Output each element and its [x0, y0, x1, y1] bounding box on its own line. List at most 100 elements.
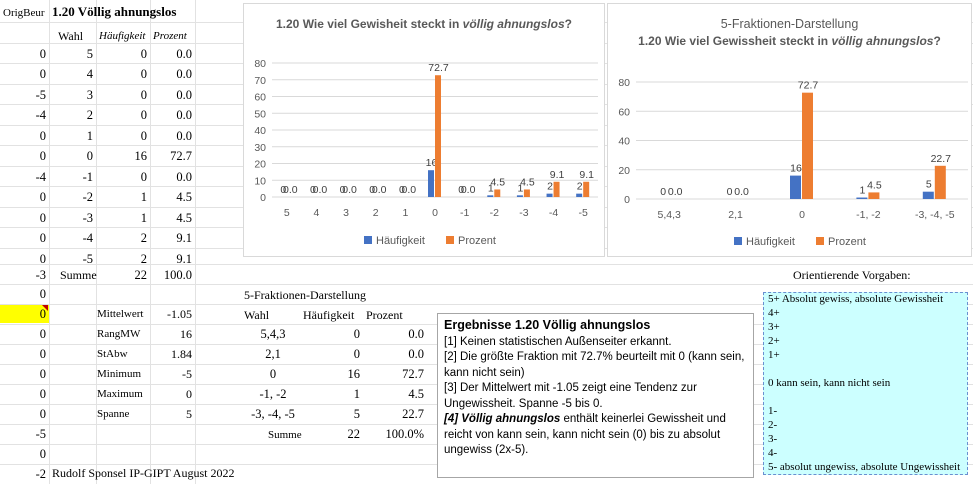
legend-swatch-prozent	[446, 236, 454, 244]
stat-label: RangMW	[97, 328, 141, 340]
results-line-3: [3] Der Mittelwert mit -1.05 zeigt eine …	[444, 382, 697, 410]
wahl-value: 3	[86, 88, 93, 102]
y-tick-label: 80	[618, 77, 630, 89]
x-tick-label: 2,1	[728, 209, 743, 221]
data-label: 0	[340, 184, 346, 196]
data-label: 0	[458, 184, 464, 196]
bar-prozent	[553, 181, 560, 197]
vorgaben-title: Orientierende Vorgaben:	[793, 268, 911, 282]
wahl-value: -4	[82, 231, 93, 245]
data-label: 16	[426, 157, 438, 169]
y-tick-label: 20	[618, 165, 630, 177]
x-tick-label: 4	[314, 207, 320, 219]
data-label: 16	[790, 163, 802, 175]
stat-label: Minimum	[97, 368, 142, 380]
wahl-value: -1	[82, 170, 93, 184]
vorgaben-line: 2-	[768, 419, 778, 431]
bar-haeufigkeit	[516, 195, 523, 197]
bar-haeufigkeit	[576, 193, 583, 197]
five-frac-prozent: 0.0	[408, 347, 424, 361]
five-frac-wahl: 0	[269, 367, 277, 381]
haeufigkeit-value: 0	[140, 47, 147, 61]
chart-frequency[interactable]: 1.20 Wie viel Gewisheit steckt in völlig…	[243, 3, 605, 257]
sheet-title: 1.20 Völlig ahnungslos	[52, 4, 177, 19]
chart2-title: 1.20 Wie viel Gewissheit steckt in völli…	[638, 34, 941, 48]
col-a-value: 0	[39, 287, 46, 301]
freq-header-haeufigkeit: Häufigkeit	[99, 30, 146, 42]
orig-value: 0	[39, 231, 46, 245]
data-label: 0	[369, 184, 375, 196]
bar-prozent	[523, 189, 530, 197]
prozent-value: 0.0	[176, 67, 192, 81]
prozent-value: 0.0	[176, 108, 192, 122]
y-tick-label: 70	[254, 75, 266, 87]
x-tick-label: 1	[402, 207, 408, 219]
results-line-1: [1] Keinen statistischen Außenseiter erk…	[444, 335, 672, 348]
legend-swatch-prozent	[816, 237, 824, 245]
results-title: Ergebnisse 1.20 Völlig ahnungslos	[444, 318, 651, 332]
data-label: 0	[310, 184, 316, 196]
col-a-value: -5	[35, 427, 46, 441]
wahl-value: -3	[82, 211, 93, 225]
x-tick-label: -4	[549, 207, 558, 219]
data-label: 0.0	[461, 184, 476, 196]
results-line-2: [2] Die größte Fraktion mit 72.7% beurte…	[444, 351, 745, 379]
selected-cell[interactable]	[0, 305, 49, 323]
freq-header-prozent: Prozent	[153, 30, 187, 42]
x-tick-label: 3	[343, 207, 349, 219]
results-textbox[interactable]: Ergebnisse 1.20 Völlig ahnungslos [1] Ke…	[437, 313, 754, 478]
x-tick-label: 0	[799, 209, 805, 221]
wahl-value: -5	[82, 252, 93, 266]
five-frac-haeufigkeit: 1	[353, 387, 360, 401]
data-label: 0	[660, 186, 666, 198]
y-tick-label: 40	[618, 136, 630, 148]
bar-haeufigkeit	[790, 175, 801, 199]
x-tick-label: 0	[432, 207, 438, 219]
haeufigkeit-value: 0	[140, 170, 147, 184]
bar-haeufigkeit	[487, 195, 494, 197]
haeufigkeit-value: 0	[140, 108, 147, 122]
col-a-value: 0	[39, 367, 46, 381]
data-label: 72.7	[798, 80, 819, 92]
data-label: 9.1	[550, 169, 565, 181]
data-label: 0.0	[313, 184, 328, 196]
data-label: 5	[926, 179, 932, 191]
prozent-value: 0.0	[176, 129, 192, 143]
chart-five-fractions[interactable]: 5-Fraktionen-Darstellung 1.20 Wie viel G…	[607, 3, 972, 257]
prozent-value: 0.0	[176, 170, 192, 184]
five-frac-summe-p: 100.0%	[385, 427, 424, 441]
vorgaben-line: 3+	[768, 321, 780, 333]
x-tick-label: 5,4,3	[658, 209, 682, 221]
five-frac-prozent: 4.5	[408, 387, 424, 401]
stat-value: 1.84	[171, 347, 192, 361]
y-tick-label: 60	[618, 106, 630, 118]
data-label: 0.0	[734, 186, 749, 198]
col-a-value: 0	[39, 447, 46, 461]
orig-value: 0	[39, 67, 46, 81]
x-tick-label: 5	[284, 207, 290, 219]
summe-prozent: 100.0	[163, 268, 192, 282]
data-label: 0	[399, 184, 405, 196]
five-frac-wahl: -1, -2	[259, 387, 287, 401]
five-frac-prozent: 0.0	[408, 327, 424, 341]
five-frac-wahl: 5,4,3	[260, 327, 286, 341]
stat-value: 16	[180, 327, 192, 341]
prozent-value: 0.0	[176, 47, 192, 61]
data-label: 1	[517, 182, 523, 194]
data-label: 2	[577, 181, 583, 193]
haeufigkeit-value: 1	[140, 190, 147, 204]
data-label: 0	[280, 184, 286, 196]
orig-value: -3	[35, 268, 46, 282]
haeufigkeit-value: 0	[140, 129, 147, 143]
legend-swatch-haeufigkeit	[734, 237, 742, 245]
orig-value: 0	[39, 190, 46, 204]
vorgaben-box[interactable]: 5+ Absolut gewiss, absolute Gewissheit 4+…	[763, 292, 968, 475]
prozent-value: 0.0	[176, 88, 192, 102]
col-a-value: 0	[39, 407, 46, 421]
summe-label: Summe	[60, 268, 97, 282]
prozent-value: 4.5	[176, 211, 192, 225]
data-label: 1	[488, 182, 494, 194]
col-a-value: 0	[39, 327, 46, 341]
orig-value: -4	[35, 170, 46, 184]
bar-prozent	[934, 165, 946, 199]
